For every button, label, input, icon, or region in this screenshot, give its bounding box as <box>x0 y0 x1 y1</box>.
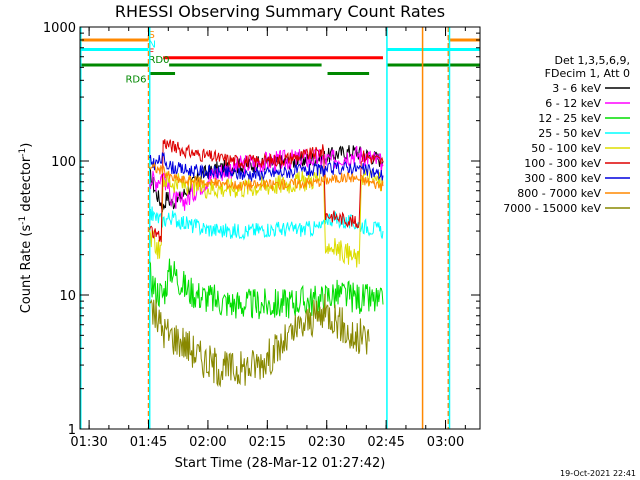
footer-date: 19-Oct-2021 22:41 <box>560 469 636 478</box>
series-line <box>149 145 384 211</box>
y-tick-label: 100 <box>51 155 76 170</box>
legend-label: 800 - 7000 keV <box>517 187 601 200</box>
x-axis: 01:30 01:45 02:00 02:15 02:30 02:45 03:00 <box>70 27 466 450</box>
y-label-main: Count Rate (s <box>19 225 34 314</box>
state-label-s: S <box>148 30 154 41</box>
legend-label: 12 - 25 keV <box>538 112 601 125</box>
plot-frame <box>79 26 481 430</box>
legend-label: 3 - 6 keV <box>552 82 601 95</box>
series-line <box>149 162 384 192</box>
legend-label: 6 - 12 keV <box>545 97 601 110</box>
chart-title: RHESSI Observing Summary Count Rates <box>115 2 445 21</box>
x-tick-label: 01:30 <box>70 435 107 450</box>
series-line <box>149 139 384 243</box>
x-axis-label: Start Time (28-Mar-12 01:27:42) <box>175 456 386 471</box>
x-tick-label: 02:15 <box>249 435 286 450</box>
state-label-n: N <box>148 39 155 50</box>
series-layer <box>149 139 384 388</box>
state-label-rd0: RD0 <box>148 55 169 66</box>
x-tick-label: 01:45 <box>130 435 167 450</box>
y-label-sup2: -1 <box>18 148 28 157</box>
series-line <box>149 258 384 320</box>
y-label-sup1: -1 <box>18 216 28 225</box>
series-line <box>149 206 384 241</box>
y-label-end: ) <box>19 143 34 148</box>
y-tick-label: 10 <box>59 289 76 304</box>
legend-label: 100 - 300 keV <box>524 157 601 170</box>
x-tick-label: 02:00 <box>189 435 226 450</box>
y-tick-label: 1 <box>68 423 76 438</box>
legend-header-1: Det 1,3,5,6,9, <box>554 54 630 67</box>
series-line <box>149 152 384 183</box>
legend-entries: 3 - 6 keV 6 - 12 keV 12 - 25 keV 25 - 50 ke… <box>503 82 630 215</box>
y-axis-label: Count Rate (s-1 detector-1) <box>18 143 34 314</box>
state-label-f: F <box>148 48 154 59</box>
y-axis: 1 10 100 1000 <box>43 21 480 438</box>
x-tick-label: 03:00 <box>427 435 464 450</box>
series-line <box>149 293 370 388</box>
x-tick-label: 02:30 <box>308 435 345 450</box>
vertical-markers <box>80 27 451 429</box>
state-label-rd6: RD6 <box>125 74 146 85</box>
legend-label: 7000 - 15000 keV <box>503 202 601 215</box>
legend-label: 50 - 100 keV <box>531 142 601 155</box>
x-tick-label: 02:45 <box>367 435 404 450</box>
legend-label: 300 - 800 keV <box>524 172 601 185</box>
legend: Det 1,3,5,6,9, FDecim 1, Att 0 3 - 6 keV… <box>503 54 630 215</box>
legend-header-2: FDecim 1, Att 0 <box>545 67 630 80</box>
y-label-mid: detector <box>19 156 34 216</box>
y-tick-label: 1000 <box>43 21 76 36</box>
legend-label: 25 - 50 keV <box>538 127 601 140</box>
